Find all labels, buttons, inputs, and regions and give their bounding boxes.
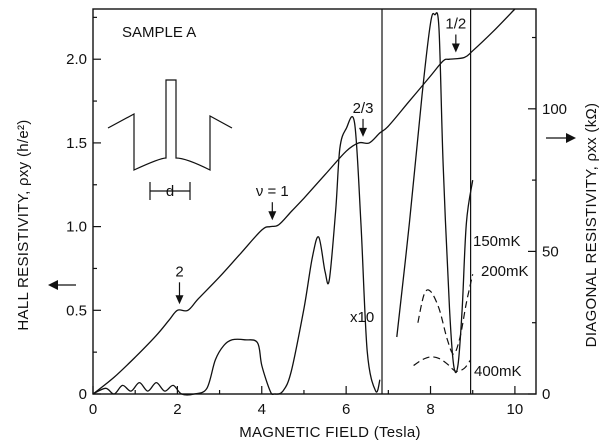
filling-factor-label-1/2: 1/2 [445, 16, 466, 33]
y-left-tick-label-1.0: 1.0 [66, 219, 87, 236]
x-axis-label: MAGNETIC FIELD (Tesla) [239, 424, 421, 441]
diagonal-resistivity-400mK-curve [413, 356, 472, 372]
plot-frame [92, 8, 537, 395]
y-right-tick-label-0: 0 [542, 386, 550, 403]
label-200mK: 200mK [481, 263, 529, 280]
x-tick-label-8: 8 [426, 401, 434, 418]
arrow-head-ν = 1 [268, 211, 277, 221]
diagonal-resistivity-200mK-curve [417, 274, 474, 355]
y-left-tick-label-1.5: 1.5 [66, 135, 87, 152]
y-axis-right-label: DIAGONAL RESISTIVITY, ρxx (kΩ) [583, 103, 600, 348]
x-tick-label-10: 10 [507, 401, 524, 418]
diagonal-resistivity-150mK-curve [396, 12, 474, 374]
y-right-tick-label-100: 100 [542, 101, 567, 118]
y-left-tick-label-0: 0 [79, 386, 87, 403]
plot-border [92, 8, 537, 395]
arrow-head-2 [175, 295, 184, 305]
filling-factor-label-2: 2 [175, 263, 183, 280]
x-tick-label-4: 4 [258, 401, 266, 418]
x-tick-label-6: 6 [342, 401, 350, 418]
left-axis-arrow [48, 280, 76, 290]
arrow-head-2/3 [359, 127, 368, 137]
inset-d-label: d [166, 183, 174, 200]
y-left-tick-label-0.5: 0.5 [66, 302, 87, 319]
y-right-tick-label-50: 50 [542, 243, 559, 260]
y-axis-left-label: HALL RESISTIVITY, ρxy (h/e²) [15, 119, 32, 330]
x-tick-label-2: 2 [173, 401, 181, 418]
y-left-tick-label-2.0: 2.0 [66, 51, 87, 68]
label-150mK: 150mK [473, 233, 521, 250]
annotations: 2 ν = 1 2/3 1/2 x10 150mK 200mK 400mK [175, 16, 528, 381]
hall-resistivity-curve [92, 8, 516, 395]
arrow-head-1/2 [451, 43, 460, 53]
label-400mK: 400mK [474, 363, 522, 380]
filling-factor-label-2/3: 2/3 [353, 100, 374, 117]
sample-geometry-inset [107, 79, 233, 200]
axis-ticks [92, 16, 536, 395]
x-tick-label-0: 0 [89, 401, 97, 418]
right-axis-arrow [546, 133, 576, 143]
filling-factor-label-ν = 1: ν = 1 [256, 183, 289, 200]
diagonal-resistivity-x10-curve [92, 116, 381, 396]
label-x10: x10 [350, 309, 374, 326]
data-curves [92, 8, 516, 396]
panel-label: SAMPLE A [122, 24, 196, 41]
